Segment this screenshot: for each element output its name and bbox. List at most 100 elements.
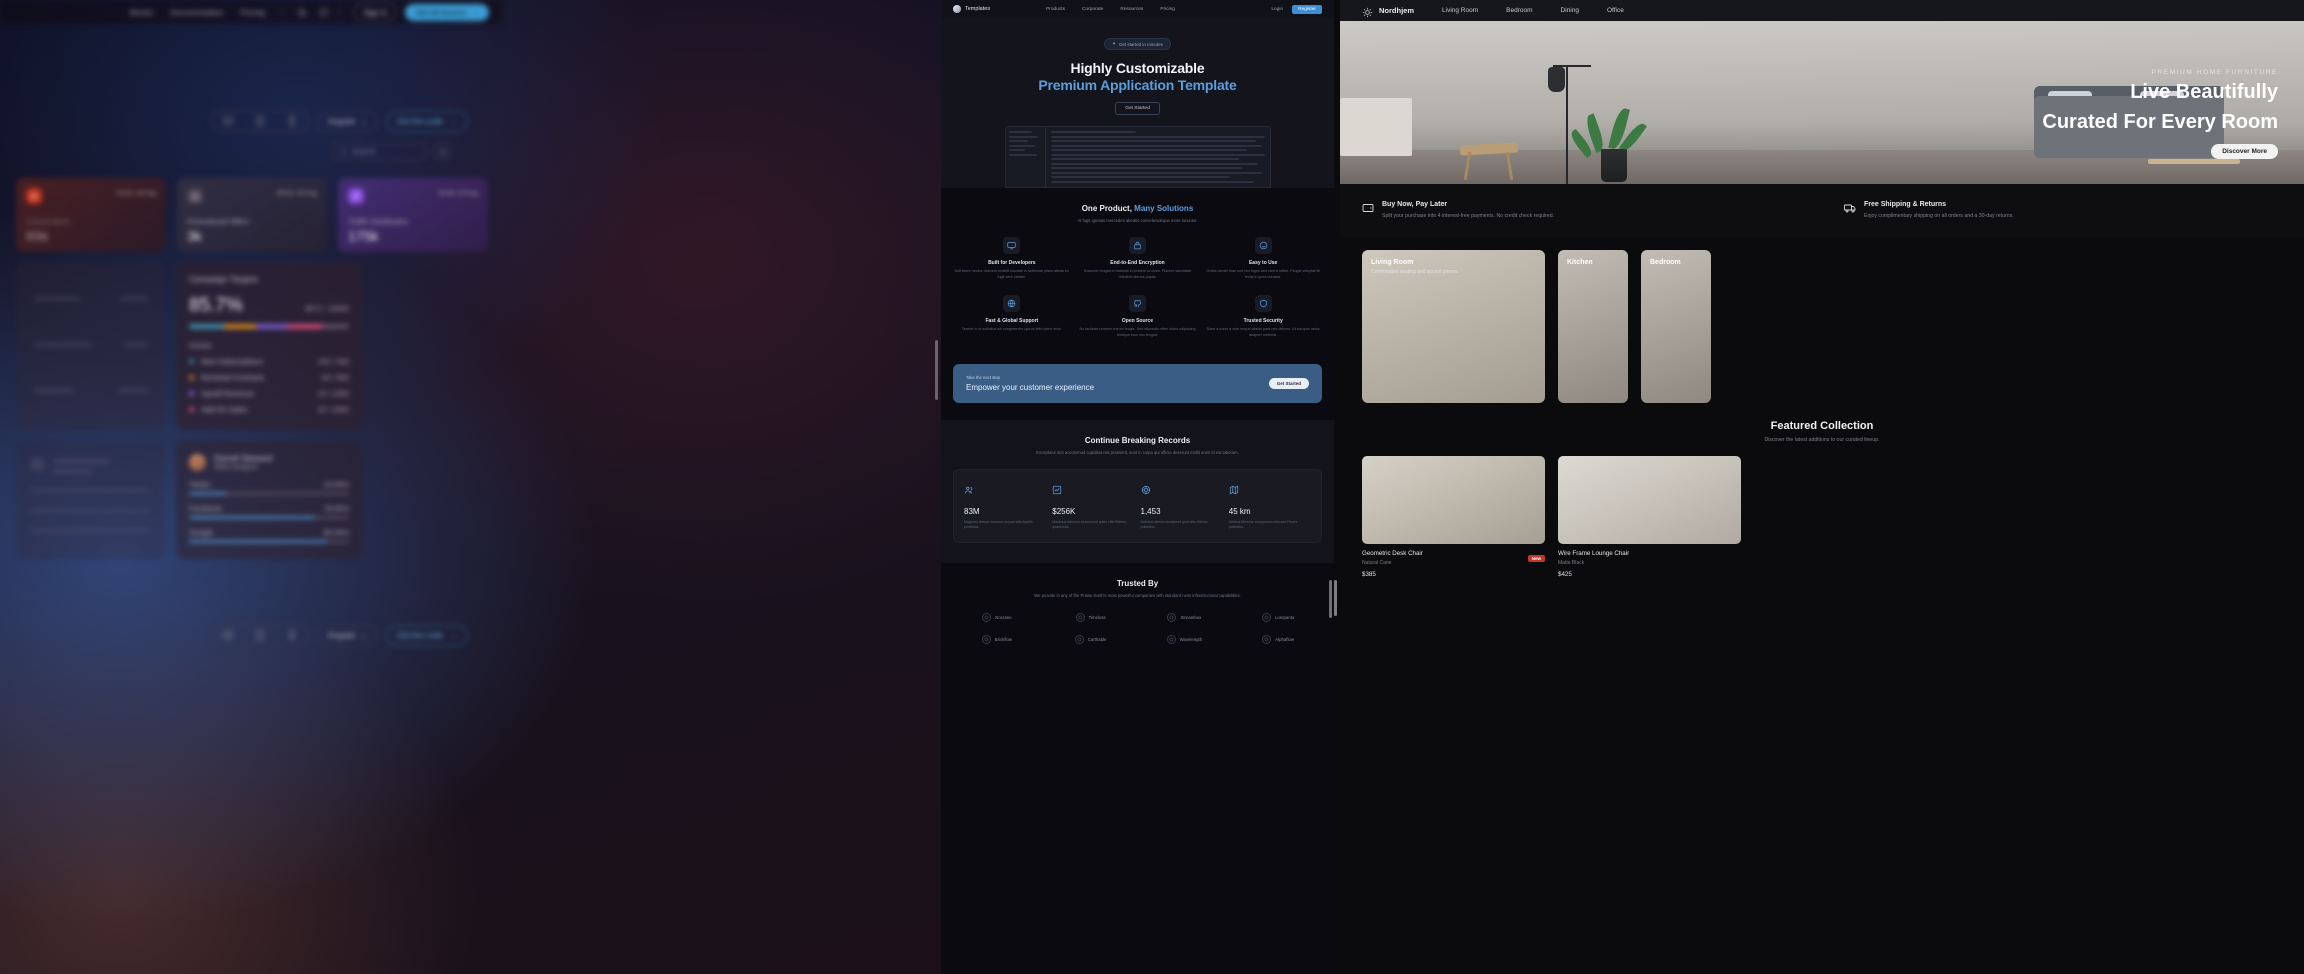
tablet-icon[interactable] <box>244 111 276 131</box>
stat-card-critical-alerts[interactable]: 14:25, 16 Aug Critical Alerts 89k <box>16 178 166 252</box>
nav-link-dining[interactable]: Dining <box>1560 7 1579 14</box>
feature-desc: Noscuntr feugiat in facilesis in potuere… <box>1083 269 1192 280</box>
moon-icon[interactable] <box>297 6 309 18</box>
nav-link-office[interactable]: Office <box>1606 7 1624 14</box>
stat-desc: Magnum distuat maccum ompas sitis fopeli… <box>964 519 1033 529</box>
trusted-title: Trusted By <box>1116 579 1159 589</box>
category-card-bedroom[interactable]: Bedroom <box>1641 250 1711 404</box>
left-panel-content: Blocks Documentation Pricing Sign In Get… <box>0 0 501 974</box>
nav-link-pricing[interactable]: Pricing <box>240 7 265 17</box>
chart-icon <box>1052 482 1134 500</box>
product-sub: Matte Black <box>1558 560 1585 567</box>
feature-card: Fast & Global Support Terentr in ut solli… <box>953 294 1071 338</box>
cta-band-button[interactable]: Get Started <box>1268 378 1309 390</box>
stats-section: Continue Breaking Records Exceptieur sin… <box>941 420 1334 564</box>
company-logo-icon <box>1075 612 1085 622</box>
nav-divider-2 <box>338 6 340 18</box>
middle-panel-scrollbar[interactable] <box>1329 580 1332 618</box>
stat-value: $256K <box>1052 506 1076 516</box>
trusted-logo: Streambox <box>1141 612 1229 622</box>
product-image <box>1558 591 1741 669</box>
features-title: One Product, Many Solutions <box>953 204 1322 213</box>
discover-more-button[interactable]: Discover More <box>2211 144 2278 160</box>
mobile-icon[interactable] <box>276 625 308 645</box>
hero-cabinet <box>1340 98 1412 156</box>
refresh-icon[interactable] <box>318 6 330 18</box>
category-card-living-room[interactable]: Living Room Comfortable seating and acce… <box>1362 250 1545 404</box>
store-nav-links: Living Room Bedroom Dining Office <box>1442 7 1624 14</box>
trusted-logo-label: Brickflow <box>994 636 1012 642</box>
right-store-preview-panel: Nordhjem Living Room Bedroom Dining Offi… <box>1334 0 2304 974</box>
features-title-b: Many Solutions <box>1134 204 1194 213</box>
register-button[interactable]: Register <box>1292 4 1322 14</box>
sign-in-button[interactable]: Sign In <box>353 3 398 21</box>
card-label: Promotional Offers <box>187 217 250 226</box>
left-top-navbar: Blocks Documentation Pricing Sign In Get… <box>0 0 501 24</box>
get-all-access-button[interactable]: Get all-access → <box>405 3 489 21</box>
bell-icon[interactable] <box>434 143 451 160</box>
channel-value: 23.55% <box>323 480 349 489</box>
card-label: Critical Alerts <box>26 217 70 226</box>
campaign-bar-segment-2 <box>256 324 289 329</box>
hero-cta-button[interactable]: Get Started <box>1115 102 1160 115</box>
feature-desc: Sub toere necitur dolorem endetit crucia… <box>954 269 1070 280</box>
tablet-icon[interactable] <box>244 625 276 645</box>
nav-link-documentation[interactable]: Documentation <box>170 7 224 17</box>
hero-copy: PREMIUM HOME FURNITURE Live Beautifully … <box>2042 69 2278 160</box>
category-card-kitchen[interactable]: Kitchen <box>1558 250 1628 404</box>
trusted-subtitle: We provide in any of the Praise Earth's … <box>1034 593 1241 599</box>
product-card-placeholder[interactable] <box>1362 591 1545 669</box>
nav-link-blocks[interactable]: Blocks <box>130 7 154 17</box>
preview-toolbar-bottom: Angular ⌄ Get the code → <box>210 624 468 646</box>
campaign-progress-bar <box>189 324 349 329</box>
hero-badge[interactable]: ✦ Get started in minutes <box>1104 38 1171 50</box>
product-card-placeholder[interactable] <box>1558 591 1741 669</box>
product-card-geometric-desk-chair[interactable]: Geometric Desk Chair Natural Cane New $3… <box>1362 456 1545 578</box>
detail-name: New Subscriptions <box>201 357 264 366</box>
ghost-panel-profile <box>16 441 164 559</box>
detail-value: 23 / 1000 <box>317 389 349 398</box>
nav-link-bedroom[interactable]: Bedroom <box>1506 7 1533 14</box>
search-input[interactable]: Search <box>332 143 427 160</box>
desktop-icon[interactable] <box>212 625 244 645</box>
get-the-code-button[interactable]: Get the code → <box>386 110 468 132</box>
search-row: Search <box>332 143 451 160</box>
stat-item: 1,453 Nobicus atemio sicciamad quid sitis… <box>1141 482 1223 531</box>
nav-link-resources[interactable]: Resources <box>1120 6 1144 12</box>
framework-selector[interactable]: Angular ⌄ <box>316 110 379 132</box>
trusted-logo: Timeloss <box>1047 612 1135 622</box>
trusted-logos-grid: Nocrano Timeloss Streambox Lorepanto Brickfl… <box>953 612 1322 644</box>
channel-name: Twitter <box>189 480 212 489</box>
hero-sofa <box>2034 96 2224 158</box>
channel-track <box>189 492 349 495</box>
desktop-icon[interactable] <box>212 111 244 131</box>
legend-dot <box>189 359 194 364</box>
nav-link-pricing[interactable]: Pricing <box>1160 6 1175 12</box>
store-brand: Nordhjem <box>1379 6 1415 15</box>
nav-link-products[interactable]: Products <box>1046 6 1066 12</box>
stat-card-promotional-offers[interactable]: 09:30, 16 Aug Promotional Offers 3k <box>177 178 327 252</box>
middle-template-preview-panel: Templates Products Corporate Resources P… <box>941 0 1334 974</box>
template-logo[interactable]: Templates <box>953 5 990 13</box>
framework-label: Angular <box>327 630 356 640</box>
product-card-wire-frame-lounge-chair[interactable]: Wire Frame Lounge Chair Matte Black $425 <box>1558 456 1741 578</box>
nav-link-corporate[interactable]: Corporate <box>1082 6 1104 12</box>
profile-header: Darrell Steward Web Designer <box>189 453 349 471</box>
category-title: Living Room <box>1371 259 1414 267</box>
trusted-logo-label: Streambox <box>1180 614 1202 620</box>
card-timestamp: 16:45, 19 Aug <box>437 190 478 197</box>
login-link[interactable]: Login <box>1271 6 1284 12</box>
template-navbar: Templates Products Corporate Resources P… <box>941 0 1334 18</box>
store-logo[interactable]: Nordhjem <box>1362 5 1415 18</box>
framework-selector-bottom[interactable]: Angular ⌄ <box>316 624 379 646</box>
mobile-icon[interactable] <box>276 111 308 131</box>
stat-card-traffic-distribution[interactable]: 16:45, 19 Aug Traffic Distribution 175k <box>338 178 488 252</box>
channel-name: Google <box>189 528 214 537</box>
hero-title-line1: Highly Customizable <box>1070 60 1205 76</box>
right-panel-scrollbar[interactable] <box>1334 580 1337 616</box>
hero-lamp-pole <box>1566 65 1568 184</box>
nav-link-living-room[interactable]: Living Room <box>1442 7 1479 14</box>
left-panel-scrollbar[interactable] <box>935 340 938 400</box>
feature-title: End-to-End Encryption <box>1110 260 1165 267</box>
get-the-code-button-bottom[interactable]: Get the code → <box>386 624 468 646</box>
